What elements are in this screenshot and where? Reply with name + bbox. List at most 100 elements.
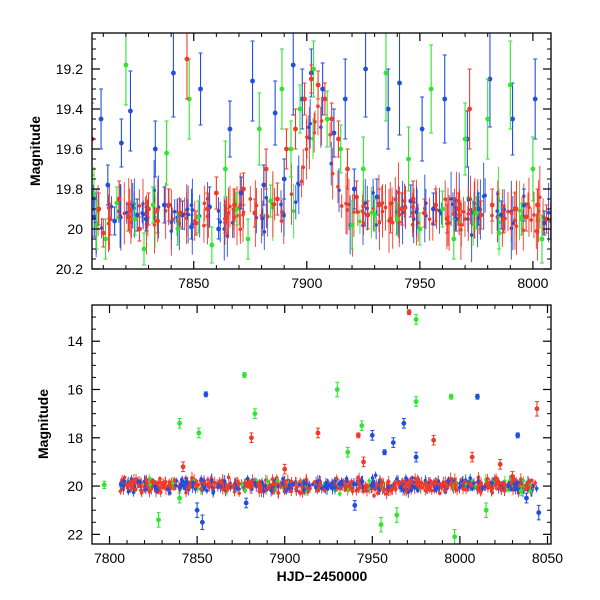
cloud-point [307,483,311,488]
data-point [249,435,254,441]
cloud-point [193,487,198,491]
cloud-point [305,486,310,491]
cloud-point [265,215,270,219]
data-point [352,502,358,508]
cloud-point [472,481,476,485]
cloud-point [371,191,375,195]
data-point [114,200,120,206]
cloud-point [330,482,334,487]
data-point [132,216,138,222]
cloud-point [311,136,315,141]
cloud-point [262,230,267,234]
data-point [272,110,278,116]
cloud-point [295,485,299,490]
cloud-point [148,482,152,487]
cloud-point [499,488,504,493]
data-point [250,78,255,84]
data-point [199,519,205,525]
cloud-point [528,479,532,483]
cloud-point [502,489,507,493]
cloud-point [439,486,444,490]
cloud-point [313,119,317,124]
data-point [103,236,108,242]
data-point [519,216,525,222]
cloud-point [377,480,382,484]
cloud-point [469,233,474,237]
data-point [498,212,504,218]
data-point [487,76,493,82]
cloud-point [370,484,374,489]
cloud-point [254,203,259,208]
cloud-point [237,491,241,495]
cloud-point [396,190,401,195]
data-point [125,214,131,220]
y-tick-label: 14 [67,333,83,349]
cloud-point [151,481,156,485]
cloud-point [122,475,127,480]
data-point [297,106,303,112]
cloud-point [226,483,231,487]
cloud-point [166,487,170,491]
y-tick-label: 18 [67,430,83,446]
cloud-point [344,484,349,488]
data-point [216,226,222,232]
cloud-point [299,179,304,184]
cloud-point [377,220,382,225]
cloud-point [279,202,283,207]
data-point [388,216,393,222]
cloud-point [538,195,542,200]
data-point [444,216,450,222]
data-point [394,216,400,222]
cloud-point [329,161,334,166]
cloud-point [527,205,531,210]
cloud-point [495,209,499,213]
cloud-point [136,483,141,488]
data-point [485,116,491,122]
cloud-point [302,481,306,486]
cloud-point [410,484,415,489]
cloud-point [396,480,400,485]
data-point [275,196,280,202]
data-point [476,206,482,212]
cloud-point [185,207,190,211]
cloud-point [534,486,539,491]
cloud-point [312,480,317,485]
cloud-point [156,481,161,485]
cloud-point [386,479,391,484]
data-point [372,212,378,218]
data-point [152,146,158,152]
data-point [245,236,251,242]
data-point [150,202,156,208]
data-point [369,432,375,438]
cloud-point [202,481,207,486]
cloud-point [427,217,432,221]
cloud-point [374,223,378,227]
cloud-point [314,485,318,490]
cloud-point [411,217,416,221]
y-tick-label: 20 [67,478,83,494]
cloud-point [404,489,409,494]
cloud-point [158,476,162,481]
data-point [345,449,351,455]
cloud-point [451,202,455,207]
data-point [315,82,321,88]
data-point [282,466,288,472]
data-point [189,224,194,230]
cloud-point [340,482,344,487]
cloud-point [334,476,339,481]
cloud-point [315,488,320,493]
cloud-point [374,483,379,487]
data-point [515,432,521,438]
cloud-point [479,481,483,485]
data-point [452,534,458,540]
cloud-point [245,476,250,481]
cloud-point [446,479,451,483]
cloud-point [209,478,214,482]
cloud-point [429,488,434,493]
cloud-point [316,104,320,109]
data-point [419,126,425,132]
cloud-point [459,228,463,232]
data-point [324,116,330,122]
data-point [227,126,233,132]
cloud-point [137,204,142,208]
